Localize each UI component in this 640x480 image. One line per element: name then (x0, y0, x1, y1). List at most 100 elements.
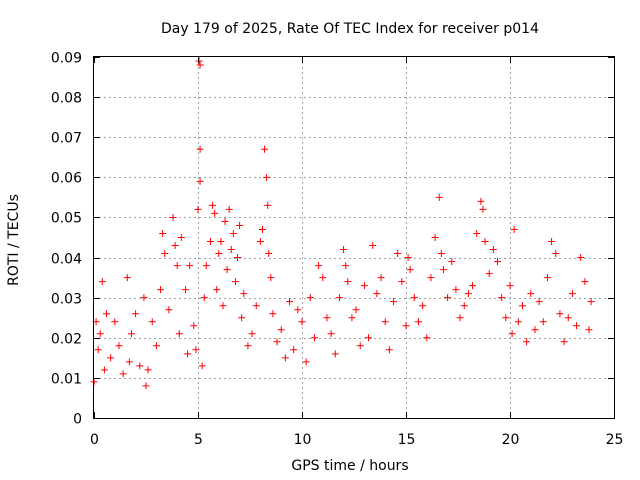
data-point (213, 286, 221, 294)
data-point (573, 322, 581, 330)
data-point (506, 282, 514, 290)
data-point (414, 318, 422, 326)
y-axis-label: ROTI / TECUs (6, 194, 22, 286)
data-point (315, 262, 323, 270)
data-point (200, 294, 208, 302)
y-tick-label: 0.08 (51, 91, 82, 107)
data-point (209, 201, 217, 209)
data-point (202, 262, 210, 270)
data-point (192, 346, 200, 354)
y-tick-label: 0.06 (51, 171, 82, 187)
data-point (111, 318, 119, 326)
data-point (348, 314, 356, 322)
y-tick-label: 0.03 (51, 292, 82, 308)
y-tick-label: 0.05 (51, 211, 82, 227)
data-point (256, 238, 264, 246)
data-point (452, 286, 460, 294)
data-point (252, 302, 260, 310)
data-point (206, 238, 214, 246)
data-point (264, 201, 272, 209)
data-point (340, 246, 348, 254)
data-point (96, 330, 104, 338)
y-tick-label: 0.01 (51, 372, 82, 388)
data-point (518, 302, 526, 310)
data-point (198, 362, 206, 370)
data-point (161, 250, 169, 258)
data-point (556, 310, 564, 318)
data-point (410, 294, 418, 302)
y-tick-label: 0.07 (51, 131, 82, 147)
data-point (323, 314, 331, 322)
data-point (543, 274, 551, 282)
data-point (502, 314, 510, 322)
data-point (423, 334, 431, 342)
data-point (335, 294, 343, 302)
data-point (381, 318, 389, 326)
data-point (102, 310, 110, 318)
data-point (265, 250, 273, 258)
data-point (169, 213, 177, 221)
data-point (107, 354, 115, 362)
data-point (419, 302, 427, 310)
data-point (217, 238, 225, 246)
data-point (165, 306, 173, 314)
data-point (394, 250, 402, 258)
data-point (190, 322, 198, 330)
data-point (356, 342, 364, 350)
data-point (365, 334, 373, 342)
data-point (510, 225, 518, 233)
data-point (281, 354, 289, 362)
data-point (385, 346, 393, 354)
data-point (469, 282, 477, 290)
data-point (152, 342, 160, 350)
data-point (186, 262, 194, 270)
data-point (539, 318, 547, 326)
data-point (494, 258, 502, 266)
data-point (427, 274, 435, 282)
data-point (100, 366, 108, 374)
data-point (127, 330, 135, 338)
data-point (587, 298, 595, 306)
data-point (221, 217, 229, 225)
data-point (406, 266, 414, 274)
data-point (402, 322, 410, 330)
data-point (477, 197, 485, 205)
data-point (331, 350, 339, 358)
x-tick-label: 20 (502, 432, 520, 448)
data-point (273, 338, 281, 346)
data-point (144, 366, 152, 374)
data-point (585, 326, 593, 334)
data-point (236, 221, 244, 229)
data-point (514, 318, 522, 326)
data-point (564, 314, 572, 322)
data-point (344, 278, 352, 286)
data-point (115, 342, 123, 350)
data-point (240, 290, 248, 298)
data-point (560, 338, 568, 346)
data-point (119, 370, 127, 378)
data-point (132, 310, 140, 318)
data-point (244, 342, 252, 350)
data-point (352, 306, 360, 314)
data-point (225, 205, 233, 213)
data-point (548, 238, 556, 246)
data-point (464, 290, 472, 298)
data-point (479, 205, 487, 213)
data-point (248, 330, 256, 338)
y-tick-label: 0.02 (51, 332, 82, 348)
data-point (435, 193, 443, 201)
data-point (568, 290, 576, 298)
data-points (90, 57, 595, 390)
data-point (294, 306, 302, 314)
data-point (577, 254, 585, 262)
data-point (219, 302, 227, 310)
plot-frame (93, 56, 615, 419)
data-point (377, 274, 385, 282)
data-point (238, 314, 246, 322)
data-point (290, 346, 298, 354)
data-point (277, 326, 285, 334)
grid-lines (94, 57, 614, 418)
data-point (286, 298, 294, 306)
data-point (125, 358, 133, 366)
data-point (223, 266, 231, 274)
